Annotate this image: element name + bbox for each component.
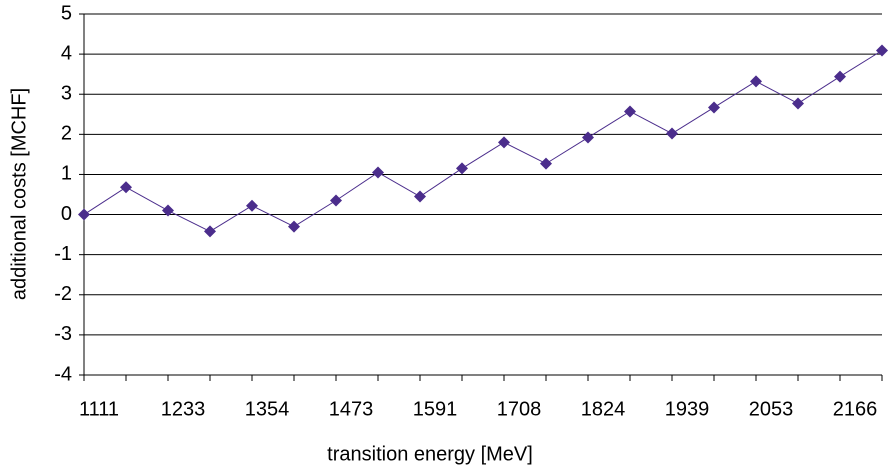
data-point [330, 194, 342, 207]
y-tick-label: 2 [61, 123, 72, 145]
x-tick-label: 1824 [581, 398, 626, 420]
data-point [708, 101, 720, 114]
data-point [288, 220, 300, 233]
data-point [750, 75, 762, 88]
x-axis-title: transition energy [MeV] [327, 443, 533, 465]
data-point [204, 225, 216, 238]
data-point [120, 181, 132, 194]
data-point [624, 105, 636, 118]
x-tick-label: 1233 [161, 398, 206, 420]
data-point [834, 70, 846, 83]
data-point [666, 127, 678, 140]
x-tick-label: 1591 [413, 398, 458, 420]
data-point [582, 131, 594, 144]
x-tick-label: 2053 [749, 398, 794, 420]
y-tick-label: 3 [61, 83, 72, 105]
data-point [540, 157, 552, 170]
x-tick-label: 1708 [497, 398, 542, 420]
x-tick-label: 1939 [665, 398, 710, 420]
x-tick-label: 1111 [79, 398, 119, 420]
y-tick-label: 0 [61, 203, 72, 225]
x-tick-label: 2166 [833, 398, 878, 420]
data-point [246, 199, 258, 212]
data-point [498, 136, 510, 149]
y-tick-label: -4 [54, 363, 72, 385]
data-point [162, 204, 174, 217]
series-line [83, 50, 883, 232]
y-tick-label: -3 [54, 323, 72, 345]
data-point [456, 162, 468, 175]
data-point [414, 190, 426, 203]
data-point [78, 208, 90, 221]
y-tick-label: 5 [61, 2, 72, 24]
data-point [372, 166, 384, 179]
x-tick-label: 1473 [329, 398, 374, 420]
y-tick-label: -2 [54, 283, 72, 305]
data-point [876, 44, 888, 57]
y-tick-label: 4 [61, 42, 72, 64]
data-point [792, 97, 804, 110]
y-tick-label: -1 [54, 243, 72, 265]
y-axis-title: additional costs [MCHF] [8, 88, 30, 300]
x-tick-label: 1354 [245, 398, 290, 420]
y-tick-label: 1 [61, 163, 72, 185]
